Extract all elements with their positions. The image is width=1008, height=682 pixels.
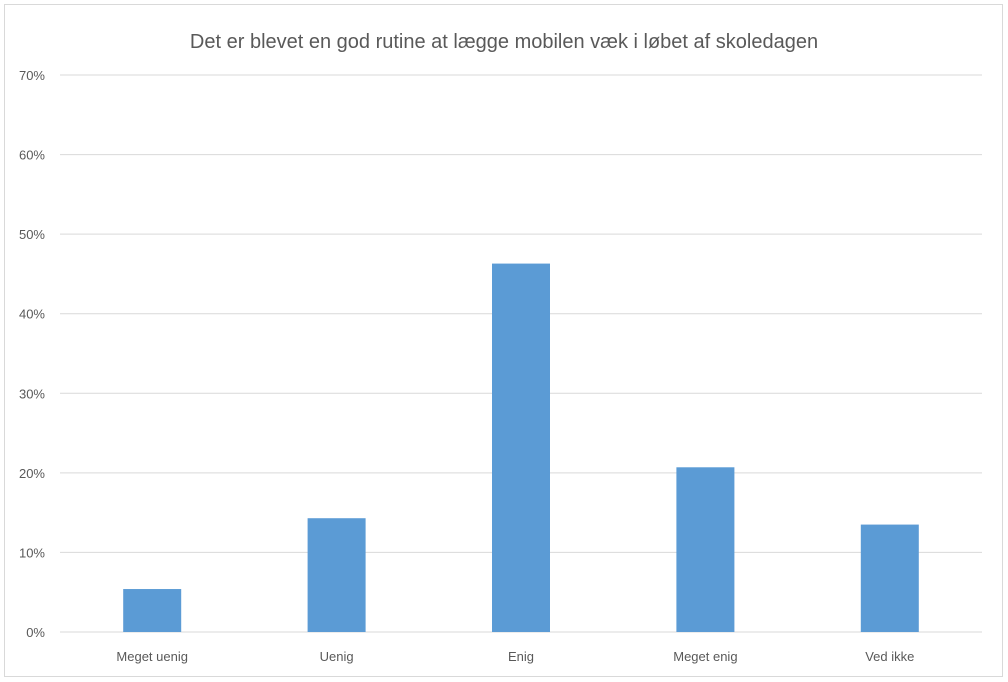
y-tick-label: 60% (19, 148, 45, 163)
y-tick-label: 40% (19, 307, 45, 322)
x-axis: Meget uenig Uenig Enig Meget enig Ved ikke (116, 649, 914, 664)
bar (676, 467, 735, 632)
x-tick-label: Uenig (320, 649, 354, 664)
x-tick-label: Ved ikke (865, 649, 914, 664)
y-tick-label: 20% (19, 466, 45, 481)
chart-title: Det er blevet en god rutine at lægge mob… (190, 31, 818, 53)
y-tick-label: 70% (19, 68, 45, 83)
x-tick-label: Meget enig (673, 649, 737, 664)
bar (492, 263, 550, 632)
bar (123, 589, 182, 632)
bar (860, 524, 919, 632)
y-axis: 0% 10% 20% 30% 40% 50% 60% 70% (19, 68, 45, 640)
y-tick-label: 50% (19, 227, 45, 242)
x-tick-label: Enig (508, 649, 534, 664)
y-tick-label: 10% (19, 545, 45, 560)
bars (123, 263, 919, 632)
y-tick-label: 30% (19, 386, 45, 401)
x-tick-label: Meget uenig (116, 649, 188, 664)
bar (307, 518, 366, 632)
y-tick-label: 0% (26, 625, 45, 640)
